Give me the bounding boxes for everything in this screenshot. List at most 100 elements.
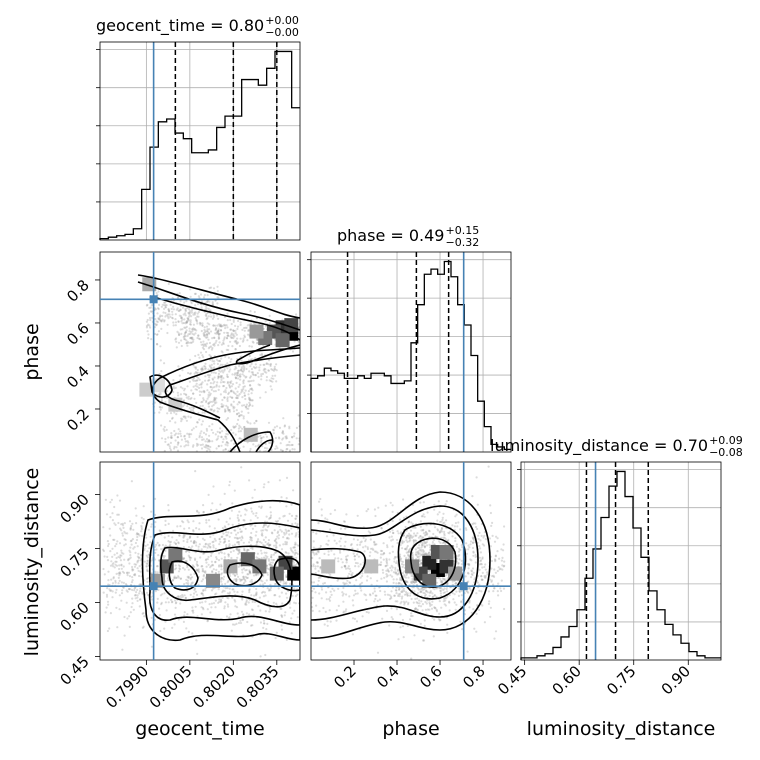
panel-geocent-lumi-point	[157, 559, 161, 562]
panel-geocent-phase-point	[201, 400, 204, 403]
panel-phase-lumi-point	[420, 600, 423, 603]
panel-geocent-lumi-point	[245, 599, 248, 602]
panel-geocent-phase-point	[270, 388, 273, 391]
panel-geocent-phase-point	[208, 341, 211, 345]
panel-phase-lumi-point	[444, 538, 447, 541]
panel-geocent-lumi-point	[118, 594, 121, 597]
panel-geocent-phase-point	[268, 379, 271, 382]
panel-geocent-phase-point	[260, 378, 263, 381]
panel-geocent-lumi-point	[183, 583, 186, 586]
panel-geocent-lumi-point	[270, 564, 273, 567]
panel-phase-lumi-point	[481, 578, 484, 581]
panel-geocent-lumi-point	[270, 554, 273, 557]
panel-geocent-phase-point	[255, 419, 258, 422]
panel-geocent-lumi-point	[128, 562, 131, 565]
panel-geocent-phase-point	[145, 320, 148, 323]
panel-geocent-lumi-point	[147, 553, 150, 556]
panel-geocent-lumi-point	[212, 587, 215, 590]
panel-phase-lumi-point	[312, 530, 315, 534]
panel-phase-lumi-point	[382, 571, 385, 574]
panel-phase-lumi-point	[487, 602, 490, 606]
panel-geocent-phase-point	[225, 324, 228, 327]
panel-geocent-phase-point	[245, 375, 248, 378]
panel-phase-lumi-point	[317, 522, 320, 525]
panel-phase-lumi-point	[480, 534, 483, 538]
panel-geocent-lumi-point	[196, 535, 199, 539]
panel-phase-lumi-point	[432, 635, 435, 638]
panel-geocent-phase-point	[258, 384, 261, 387]
panel-geocent-phase-point	[211, 302, 214, 305]
panel-geocent-phase-point	[188, 372, 191, 375]
contour	[229, 431, 274, 452]
panel-geocent-phase-point	[187, 444, 190, 447]
panel-phase-lumi-point	[395, 572, 398, 575]
panel-geocent-lumi-point	[132, 547, 135, 550]
panel-geocent-lumi-point	[242, 613, 245, 617]
panel-geocent-phase-point	[220, 325, 223, 328]
panel-geocent-lumi-point	[138, 605, 141, 608]
panel-geocent-phase-point	[203, 343, 206, 346]
panel-geocent-phase-point	[190, 428, 194, 432]
panel-phase-lumi-point	[379, 563, 382, 567]
panel-geocent-phase-point	[250, 358, 253, 361]
panel-geocent-lumi-point	[236, 591, 239, 594]
panel-phase-lumi-density-cell	[364, 559, 379, 574]
panel-geocent-phase-point	[203, 411, 206, 414]
panel-phase-lumi-point	[359, 576, 362, 579]
panel-geocent-lumi-point	[184, 550, 188, 553]
panel-geocent-lumi-point	[285, 638, 288, 642]
panel-geocent-lumi-point	[260, 591, 264, 594]
panel-geocent-phase-point	[268, 314, 271, 317]
panel-phase-lumi-point	[431, 596, 435, 599]
panel-geocent-lumi-point	[267, 567, 270, 571]
panel-geocent-phase-point	[232, 426, 236, 429]
panel-geocent-phase-point	[229, 386, 232, 389]
panel-geocent-phase-point	[230, 389, 233, 393]
panel-geocent-lumi-point	[146, 550, 149, 553]
panel-geocent-lumi-point	[294, 595, 297, 598]
panel-phase-lumi-point	[497, 594, 500, 597]
panel-geocent-phase-point	[221, 363, 224, 366]
panel-phase-lumi-point	[374, 594, 377, 597]
panel-phase-lumi-point	[438, 511, 441, 514]
panel-geocent-phase-point	[164, 311, 167, 315]
panel-geocent-phase-point	[206, 328, 209, 331]
panel-geocent-lumi-point	[189, 593, 192, 596]
panel-geocent-phase-point	[291, 448, 294, 451]
panel-geocent-lumi-point	[236, 514, 239, 517]
panel-phase-lumi-point	[397, 573, 400, 576]
panel-phase-lumi-point	[315, 553, 318, 556]
panel-geocent-phase-point	[272, 377, 275, 380]
panel-geocent-phase-point	[209, 400, 212, 403]
panel-phase-lumi-point	[312, 546, 315, 549]
panel-geocent-lumi-point	[147, 561, 150, 564]
panel-phase-lumi-point	[401, 560, 404, 564]
panel-geocent-lumi-point	[178, 534, 181, 537]
panel-geocent-lumi-point	[237, 565, 240, 568]
panel-geocent-lumi-point	[227, 555, 230, 558]
panel-geocent-lumi-point	[263, 591, 266, 594]
panel-geocent-phase-point	[223, 396, 226, 399]
panel-geocent-phase-point	[160, 320, 163, 323]
panel-geocent-phase-point	[177, 309, 180, 312]
panel-geocent-phase-point	[187, 318, 190, 321]
panel-phase-lumi-point	[340, 566, 343, 569]
panel-geocent-lumi-point	[142, 625, 145, 628]
panel-geocent-phase-point	[215, 358, 218, 361]
panel-phase-lumi-point	[401, 547, 404, 550]
panel-geocent-lumi-point	[217, 565, 221, 568]
panel-geocent-phase-point	[232, 431, 235, 434]
panel-phase-lumi-point	[433, 618, 436, 621]
panel-geocent-lumi-point	[269, 514, 273, 517]
panel-phase-lumi-point	[442, 600, 445, 603]
panel-geocent-lumi-point	[235, 533, 238, 536]
panel-geocent-lumi-point	[265, 551, 268, 555]
panel-geocent-phase-point	[184, 309, 187, 312]
panel-geocent-phase-point	[214, 371, 217, 375]
panel-geocent-phase-point	[203, 331, 206, 334]
panel-geocent-phase-point	[172, 390, 175, 394]
panel-geocent-phase-point	[202, 334, 206, 337]
panel-geocent-lumi-point	[201, 606, 205, 610]
panel-geocent-phase-point	[148, 316, 152, 320]
panel-geocent-phase-point	[205, 350, 208, 354]
